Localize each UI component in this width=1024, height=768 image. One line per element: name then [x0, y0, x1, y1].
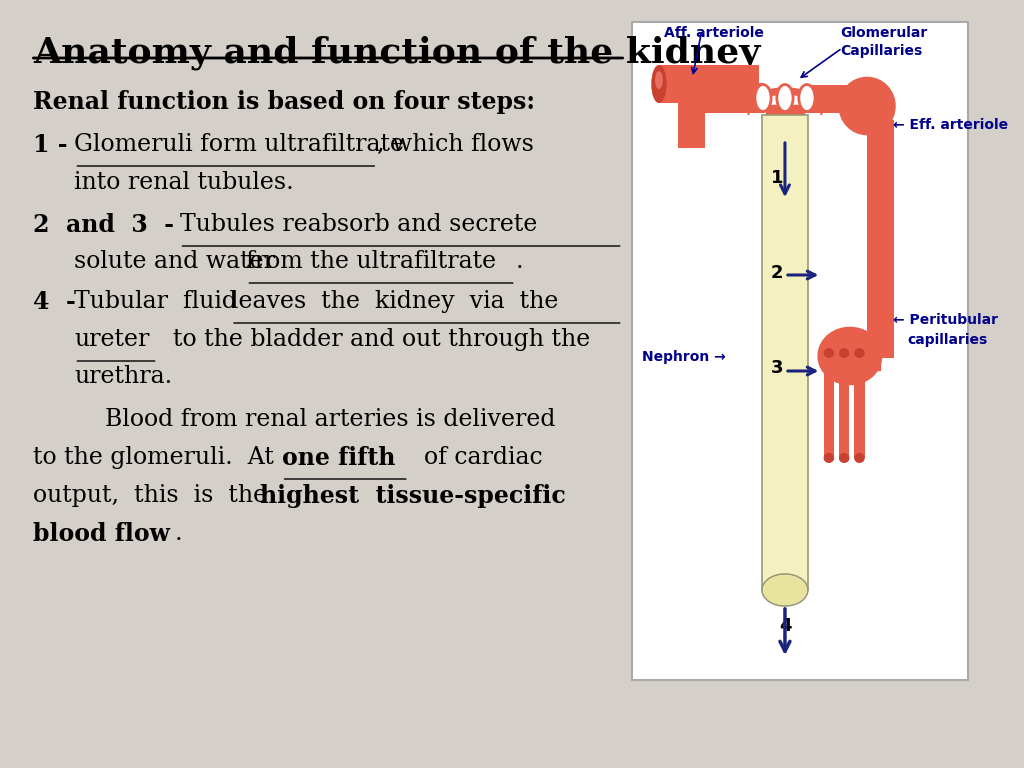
Ellipse shape — [655, 71, 663, 89]
Text: Capillaries: Capillaries — [841, 44, 923, 58]
Text: ureter: ureter — [75, 328, 150, 351]
FancyBboxPatch shape — [658, 65, 759, 103]
Text: to the glomeruli.  At: to the glomeruli. At — [34, 446, 290, 469]
Text: Blood from renal arteries is delivered: Blood from renal arteries is delivered — [105, 408, 556, 431]
Text: 2  and  3  -: 2 and 3 - — [34, 213, 174, 237]
Text: Tubular  fluid: Tubular fluid — [75, 290, 253, 313]
Text: .: . — [175, 522, 182, 545]
Text: .: . — [516, 250, 523, 273]
Text: ← Peritubular: ← Peritubular — [893, 313, 997, 327]
Ellipse shape — [839, 348, 850, 358]
Text: one fifth: one fifth — [282, 446, 395, 470]
Ellipse shape — [839, 453, 850, 463]
Text: ← Eff. arteriole: ← Eff. arteriole — [893, 118, 1008, 132]
FancyBboxPatch shape — [678, 100, 705, 148]
Text: 3: 3 — [771, 359, 783, 377]
Text: Nephron →: Nephron → — [642, 350, 725, 364]
Text: 1: 1 — [771, 169, 783, 187]
Ellipse shape — [762, 574, 808, 606]
Text: Anatomy and function of the kidney: Anatomy and function of the kidney — [34, 36, 761, 71]
Ellipse shape — [763, 575, 807, 605]
Ellipse shape — [755, 84, 771, 111]
FancyBboxPatch shape — [825, 353, 881, 371]
Text: 1 -: 1 - — [34, 133, 68, 157]
Ellipse shape — [854, 453, 864, 463]
FancyBboxPatch shape — [762, 115, 808, 590]
Text: of cardiac: of cardiac — [409, 446, 543, 469]
Text: urethra.: urethra. — [75, 365, 173, 388]
FancyBboxPatch shape — [854, 353, 864, 458]
Ellipse shape — [777, 84, 793, 111]
Text: solute and water: solute and water — [75, 250, 283, 273]
Ellipse shape — [854, 348, 864, 358]
Text: leaves  the  kidney  via  the: leaves the kidney via the — [231, 290, 558, 313]
Text: output,  this  is  the: output, this is the — [34, 484, 283, 507]
Text: blood flow: blood flow — [34, 522, 170, 546]
Text: Renal function is based on four steps:: Renal function is based on four steps: — [34, 90, 536, 114]
FancyBboxPatch shape — [804, 85, 870, 113]
Text: 4  -: 4 - — [34, 290, 76, 314]
Text: Glomerular: Glomerular — [841, 26, 928, 40]
Text: highest  tissue-specific: highest tissue-specific — [260, 484, 565, 508]
Text: Tubules reabsorb and secrete: Tubules reabsorb and secrete — [179, 213, 537, 236]
Ellipse shape — [823, 348, 835, 358]
Ellipse shape — [651, 65, 667, 103]
Ellipse shape — [823, 453, 835, 463]
FancyBboxPatch shape — [839, 353, 850, 458]
Ellipse shape — [799, 84, 815, 111]
FancyBboxPatch shape — [823, 353, 835, 458]
FancyBboxPatch shape — [632, 22, 969, 680]
Text: Aff. arteriole: Aff. arteriole — [664, 26, 764, 40]
Text: capillaries: capillaries — [907, 333, 987, 347]
FancyBboxPatch shape — [701, 83, 764, 113]
Polygon shape — [766, 105, 804, 132]
Text: to the bladder and out through the: to the bladder and out through the — [158, 328, 590, 351]
Text: into renal tubules.: into renal tubules. — [75, 171, 294, 194]
Polygon shape — [746, 88, 823, 115]
FancyBboxPatch shape — [867, 120, 894, 358]
Text: 4: 4 — [778, 617, 792, 635]
Polygon shape — [833, 342, 881, 370]
Text: , which flows: , which flows — [377, 133, 535, 156]
Text: 2: 2 — [771, 264, 783, 282]
Text: Glomeruli form ultrafiltrate: Glomeruli form ultrafiltrate — [75, 133, 404, 156]
Text: from the ultrafiltrate: from the ultrafiltrate — [247, 250, 497, 273]
